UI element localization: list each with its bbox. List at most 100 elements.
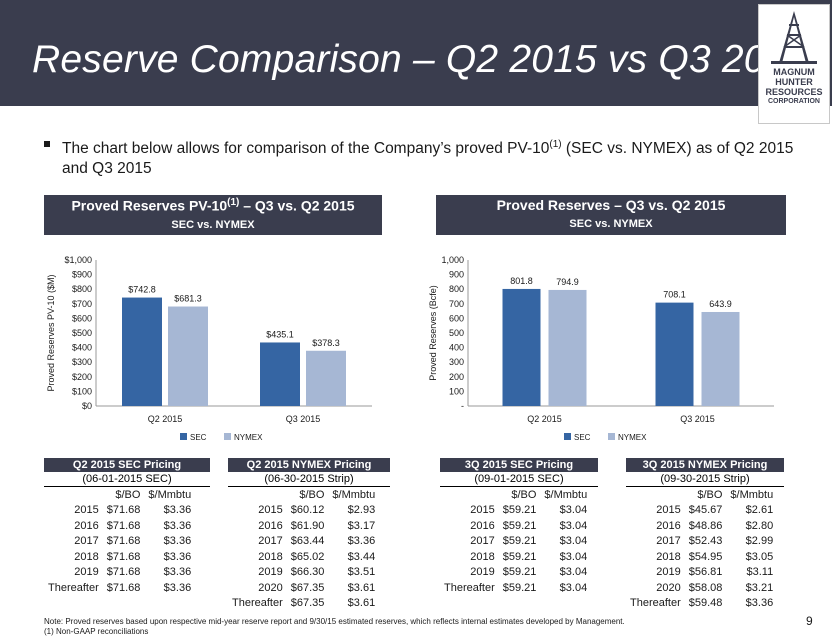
header-band: Reserve Comparison – Q2 2015 vs Q3 2015 [0, 0, 832, 106]
table-row: 2019 $66.30 $3.51 [228, 565, 379, 581]
price-cell: $3.04 [559, 535, 588, 548]
price-cell: $3.05 [745, 550, 774, 563]
bar-sec-q2-2015 [502, 288, 541, 406]
bar-nymex-q3-2015 [701, 311, 740, 406]
table-q2-sec: $/BO $/Mmbtu 2015 $71.68 $3.36 2016 $71.68 $3.3… [44, 487, 195, 596]
left-panel-subtitle: SEC vs. NYMEX [171, 218, 255, 231]
column-header [626, 487, 685, 503]
y-tick-label: 600 [449, 313, 464, 323]
price-cell: $59.21 [502, 504, 537, 517]
y-tick-label: $700 [72, 299, 92, 309]
year-cell: 2016 [258, 519, 283, 532]
data-label: $435.1 [266, 329, 294, 339]
company-logo: MAGNUM HUNTER RESOURCES CORPORATION [758, 4, 830, 124]
table-row: 2017 $71.68 $3.36 [44, 534, 195, 550]
bullet-square-icon [44, 141, 50, 147]
price-cell: $2.61 [745, 504, 774, 517]
table-row: Thereafter $67.35 $3.61 [228, 596, 379, 612]
price-cell: $71.68 [106, 504, 141, 517]
y-tick-label: $900 [72, 270, 92, 280]
column-header: $/Mmbtu [148, 488, 192, 501]
table-row: 2016 $48.86 $2.80 [626, 518, 777, 534]
table-q3-nymex-subtitle: (09-30-2015 Strip) [626, 472, 784, 487]
price-cell: $3.36 [163, 519, 192, 532]
price-cell: $3.51 [347, 566, 376, 579]
y-tick-label: $400 [72, 343, 92, 353]
table-q3-nymex: $/BO $/Mmbtu 2015 $45.67 $2.61 2016 $48.86 $2.8… [626, 487, 777, 611]
bar-sec-q3-2015 [655, 302, 694, 406]
table-row: 2018 $54.95 $3.05 [626, 549, 777, 565]
year-cell: 2015 [258, 504, 283, 517]
price-cell: $66.30 [290, 566, 325, 579]
price-cell: $3.36 [163, 566, 192, 579]
table-q3-nymex-title: 3Q 2015 NYMEX Pricing [626, 458, 784, 472]
y-tick-label: $800 [72, 284, 92, 294]
year-cell: Thereafter [232, 597, 283, 610]
y-tick-label: $600 [72, 313, 92, 323]
price-cell: $59.21 [502, 581, 537, 594]
table-q3-sec-subtitle: (09-01-2015 SEC) [440, 472, 598, 487]
column-header: $/Mmbtu [544, 488, 588, 501]
legend-label-nymex: NYMEX [618, 433, 647, 442]
price-cell: $3.36 [163, 550, 192, 563]
data-label: $681.3 [174, 294, 202, 304]
price-cell: $3.44 [347, 550, 376, 563]
column-header [44, 487, 103, 503]
table-row: Thereafter $71.68 $3.36 [44, 580, 195, 596]
pv10-bar-chart: Proved Reserves PV-10 ($M) $0 $100 $200 $300… [46, 255, 372, 442]
table-row: Thereafter $59.48 $3.36 [626, 596, 777, 612]
table-row: 2015 $59.21 $3.04 [440, 503, 591, 519]
price-cell: $48.86 [688, 519, 723, 532]
column-header [228, 487, 287, 503]
intro-bullet: The chart below allows for comparison of… [44, 135, 804, 179]
table-header-row: $/BO $/Mmbtu [44, 487, 195, 503]
footnote: Note: Proved reserves based upon respect… [44, 617, 625, 637]
price-cell: $59.21 [502, 566, 537, 579]
table-row: 2016 $71.68 $3.36 [44, 518, 195, 534]
y-tick-label: $200 [72, 372, 92, 382]
year-cell: 2017 [470, 535, 495, 548]
footnote-line-1: Note: Proved reserves based upon respect… [44, 617, 625, 626]
price-cell: $2.80 [745, 519, 774, 532]
table-header-row: $/BO $/Mmbtu [440, 487, 591, 503]
year-cell: 2018 [258, 550, 283, 563]
table-row: 2017 $63.44 $3.36 [228, 534, 379, 550]
table-row: 2018 $71.68 $3.36 [44, 549, 195, 565]
page-title: Reserve Comparison – Q2 2015 vs Q3 2015 [32, 38, 810, 81]
logo-text: MAGNUM HUNTER RESOURCES CORPORATION [761, 67, 827, 107]
y-tick-label: 1,000 [441, 255, 464, 265]
data-label: 801.8 [510, 276, 533, 286]
price-cell: $3.36 [163, 504, 192, 517]
column-header: $/BO [697, 488, 723, 501]
year-cell: 2017 [656, 535, 681, 548]
price-cell: $3.04 [559, 550, 588, 563]
year-cell: 2016 [656, 519, 681, 532]
bullet-text-post: (SEC vs. NYMEX) as of Q2 2015 and Q3 201… [62, 140, 794, 178]
price-cell: $71.68 [106, 566, 141, 579]
price-cell: $3.21 [745, 581, 774, 594]
data-label: 643.9 [709, 299, 732, 309]
table-row: 2019 $59.21 $3.04 [440, 565, 591, 581]
y-tick-label: $500 [72, 328, 92, 338]
table-q3-sec-title: 3Q 2015 SEC Pricing [440, 458, 598, 472]
legend-label-sec: SEC [190, 433, 207, 442]
price-cell: $59.48 [688, 597, 723, 610]
price-cell: $58.08 [688, 581, 723, 594]
y-tick-label: 100 [449, 386, 464, 396]
bar-nymex-q2-2015 [548, 289, 587, 406]
price-cell: $3.17 [347, 519, 376, 532]
price-cell: $67.35 [290, 581, 325, 594]
table-row: 2015 $45.67 $2.61 [626, 503, 777, 519]
legend-label-sec: SEC [574, 433, 591, 442]
right-panel-subtitle: SEC vs. NYMEX [569, 218, 653, 230]
data-label: $378.3 [312, 338, 340, 348]
table-q2-sec-title: Q2 2015 SEC Pricing [44, 458, 210, 472]
data-label: 794.9 [556, 277, 579, 287]
x-tick-label: Q2 2015 [148, 414, 183, 424]
year-cell: 2016 [74, 519, 99, 532]
y-tick-label: 300 [449, 357, 464, 367]
year-cell: 2015 [656, 504, 681, 517]
price-cell: $3.36 [163, 535, 192, 548]
logo-line-1: MAGNUM [773, 67, 815, 77]
legend-label-nymex: NYMEX [234, 433, 263, 442]
